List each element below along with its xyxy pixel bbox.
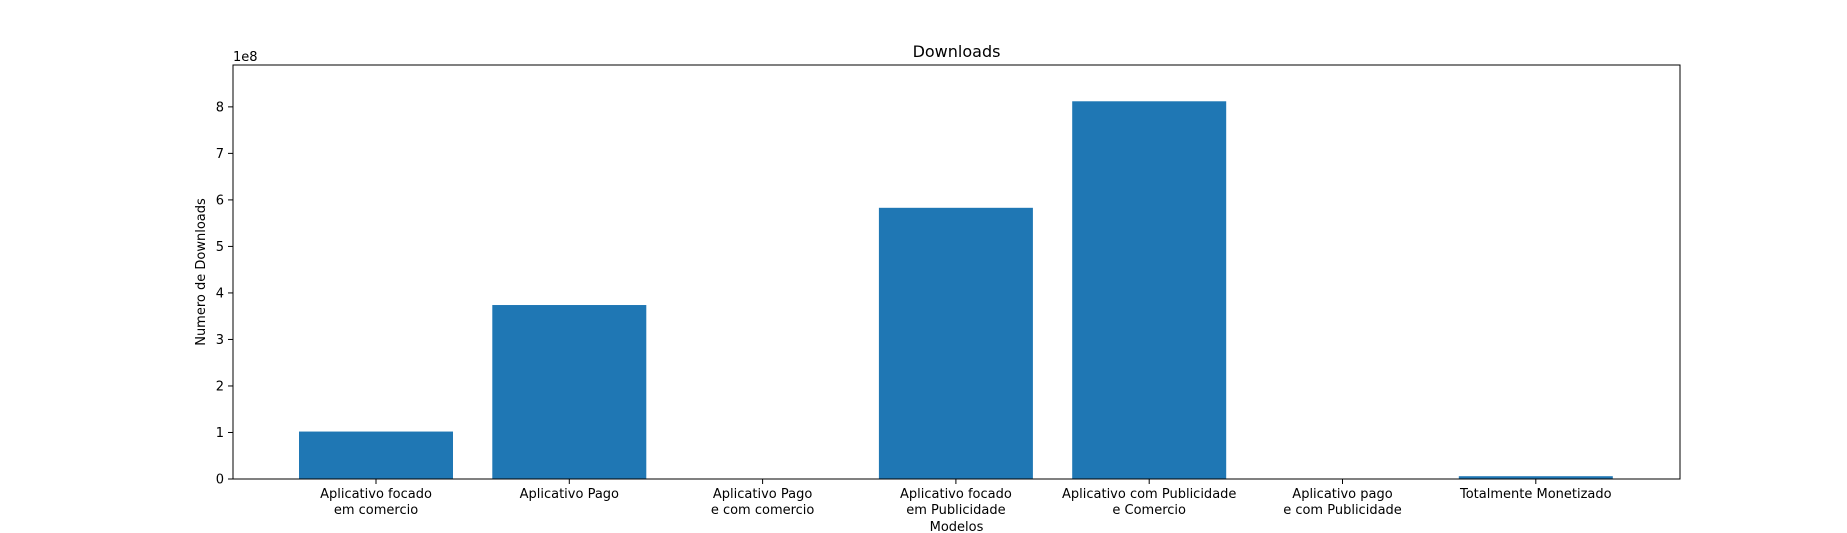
- x-tick-label: e Comercio: [1112, 503, 1186, 518]
- x-tick-label: Totalmente Monetizado: [1459, 487, 1612, 502]
- x-tick-label: Aplicativo Pago: [713, 487, 812, 502]
- x-tick-label: Aplicativo Pago: [520, 487, 619, 502]
- bar: [1072, 101, 1227, 480]
- x-tick-label: e com comercio: [711, 503, 815, 518]
- x-tick-label: Aplicativo focado: [320, 487, 432, 502]
- x-tick-label: Aplicativo focado: [900, 487, 1012, 502]
- bar: [492, 305, 647, 479]
- x-tick-label: Aplicativo pago: [1292, 487, 1392, 502]
- bar: [299, 431, 453, 479]
- y-tick-label: 7: [216, 147, 224, 162]
- x-tick-label: Aplicativo com Publicidade: [1062, 487, 1236, 502]
- x-tick-label: em comercio: [334, 503, 418, 518]
- y-axis-ticks: 0 1 2 3 4 5 6 7 8: [216, 100, 233, 488]
- x-tick-label: e com Publicidade: [1283, 503, 1402, 518]
- y-tick-label: 2: [216, 379, 224, 394]
- x-tick-label: em Publicidade: [906, 503, 1005, 518]
- y-axis-label: Numero de Downloads: [194, 198, 209, 346]
- y-tick-label: 3: [216, 333, 224, 348]
- chart-title: Downloads: [913, 42, 1001, 61]
- y-axis-offset-label: 1e8: [233, 50, 258, 65]
- bar: [878, 207, 1033, 479]
- y-tick-label: 4: [216, 286, 224, 301]
- y-tick-label: 0: [216, 473, 224, 488]
- y-tick-label: 6: [216, 193, 224, 208]
- y-tick-label: 5: [216, 240, 224, 255]
- y-tick-label: 1: [216, 426, 224, 441]
- x-axis-label: Modelos: [930, 520, 984, 533]
- y-tick-label: 8: [216, 100, 224, 115]
- bar: [1458, 476, 1613, 479]
- bars-group: [299, 101, 1613, 480]
- plot-area-frame: [232, 64, 1681, 480]
